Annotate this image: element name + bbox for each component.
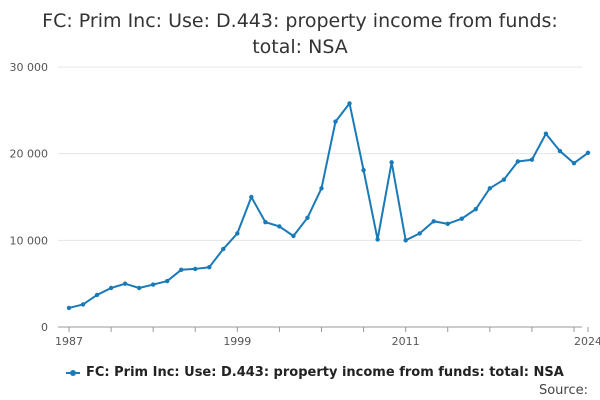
data-point <box>193 266 198 272</box>
data-point <box>80 302 86 307</box>
data-point <box>543 131 549 136</box>
data-point <box>473 206 478 212</box>
data-point <box>445 221 450 227</box>
x-tick-label: 1987 <box>55 335 83 348</box>
x-tick-label: 2024 <box>574 335 600 348</box>
data-point <box>361 167 366 173</box>
series-layer <box>66 101 591 311</box>
data-point <box>179 267 184 272</box>
x-axis <box>58 326 589 332</box>
data-point <box>459 216 464 221</box>
x-tick-label: 2011 <box>392 335 420 348</box>
data-point <box>221 246 226 252</box>
data-point <box>136 285 142 291</box>
data-point <box>150 282 156 287</box>
data-point <box>375 237 380 242</box>
data-point <box>291 233 296 239</box>
data-point <box>66 305 72 311</box>
data-point <box>108 285 114 291</box>
data-point <box>249 194 254 200</box>
y-tick-label: 0 <box>41 321 48 334</box>
data-point <box>235 231 240 236</box>
x-tick-label: 1999 <box>223 335 251 348</box>
data-point <box>571 161 577 166</box>
source-label: Source: <box>538 383 588 398</box>
data-point <box>403 238 408 243</box>
data-point <box>277 224 282 229</box>
legend-series-marker <box>66 368 80 378</box>
data-point <box>333 119 338 124</box>
x-axis-labels: 1987 1999 2011 2024 <box>55 335 600 348</box>
y-tick-label: 30 000 <box>10 61 49 74</box>
data-point <box>557 148 563 154</box>
data-point <box>487 186 493 191</box>
data-point <box>207 265 212 270</box>
data-point <box>389 160 394 165</box>
data-point <box>305 215 310 220</box>
data-point <box>431 219 436 224</box>
y-axis-labels: 0 10 000 20 000 30 000 <box>10 61 49 334</box>
y-tick-label: 20 000 <box>10 148 49 161</box>
legend-series-label: FC: Prim Inc: Use: D.443: property incom… <box>86 365 564 380</box>
data-point <box>263 219 268 225</box>
data-point <box>319 186 324 191</box>
data-point <box>529 157 535 162</box>
data-point <box>164 278 170 284</box>
data-point <box>347 101 352 106</box>
chart-title: FC: Prim Inc: Use: D.443: property incom… <box>42 10 558 58</box>
data-point <box>515 159 521 164</box>
grid-layer <box>58 66 582 241</box>
legend[interactable]: FC: Prim Inc: Use: D.443: property incom… <box>66 365 564 380</box>
series-line <box>68 102 589 309</box>
data-point <box>94 292 100 298</box>
data-point <box>122 281 128 286</box>
data-point <box>417 231 422 236</box>
data-point <box>585 150 591 155</box>
y-tick-label: 10 000 <box>10 234 49 247</box>
data-point <box>501 177 507 182</box>
